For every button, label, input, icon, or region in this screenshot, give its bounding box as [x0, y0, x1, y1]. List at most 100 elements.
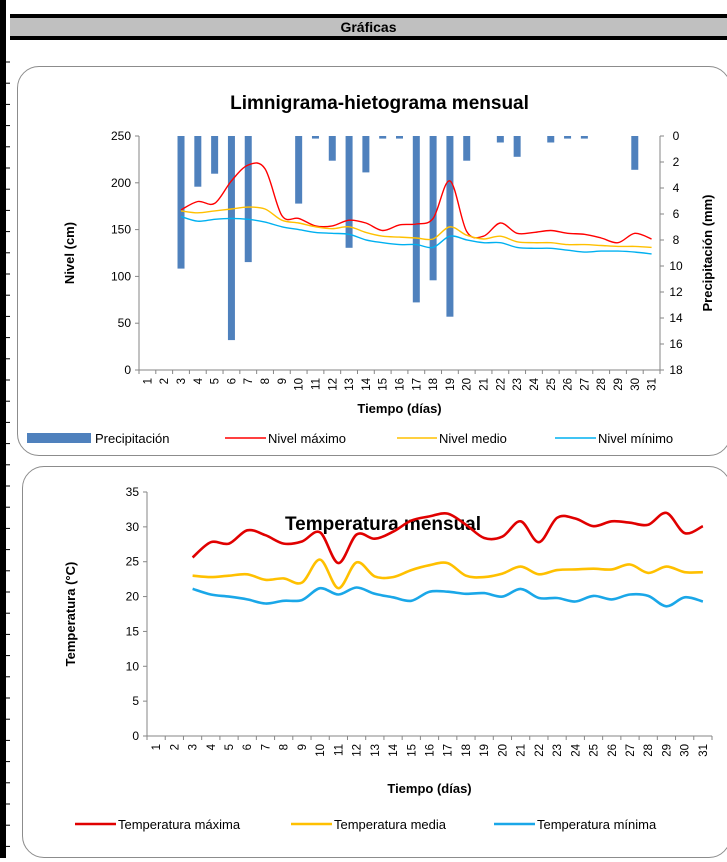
- y-tick-label: 100: [111, 269, 131, 283]
- precipitation-bar: [429, 136, 437, 281]
- precipitation-bar: [547, 136, 555, 143]
- precipitation-bar: [345, 136, 353, 248]
- x-tick-label: 13: [344, 378, 356, 391]
- x-tick-label: 24: [529, 377, 541, 390]
- frame-grid-ticks: [6, 61, 10, 847]
- precipitation-bar: [580, 136, 588, 139]
- y2-tick-label: 16: [669, 337, 683, 351]
- precipitation-bar: [328, 136, 336, 161]
- chart-title: Limnigrama-hietograma mensual: [230, 93, 529, 114]
- x-tick-label: 10: [294, 378, 306, 391]
- temperature-chart-container: Temperatura mensual 0 5 10 15 20 25 30 35 1 2 3 4 5 6 7…: [22, 466, 727, 858]
- precipitation-bar: [177, 136, 185, 269]
- x-tick-label: 30: [630, 378, 642, 391]
- nivel-maximo-line: [180, 162, 652, 244]
- y-tick-label: 0: [132, 729, 139, 743]
- precipitation-bar: [396, 136, 403, 139]
- y-tick-label: 15: [126, 624, 140, 638]
- precipitation-bar: [463, 136, 471, 161]
- x-tick-label: 4: [206, 743, 218, 750]
- x-tick-label: 2: [169, 744, 181, 750]
- x-tick-label: 8: [279, 744, 291, 750]
- temperatura-media-line: [192, 558, 703, 590]
- x-tick-label: 10: [315, 744, 327, 757]
- x-tick-label: 2: [159, 378, 171, 384]
- precipitation-bar: [513, 136, 521, 157]
- x-tick-label: 19: [445, 378, 457, 391]
- section-header-title: Gráficas: [340, 19, 397, 35]
- x-tick-label: 21: [516, 744, 528, 757]
- x-tick-label: 7: [243, 378, 255, 384]
- x-tick-label: 21: [479, 378, 491, 391]
- x-tick-label: 20: [497, 744, 509, 757]
- y-tick-label: 35: [126, 485, 140, 499]
- x-tick-label: 1: [142, 378, 154, 384]
- precipitation-bar: [295, 136, 303, 204]
- precipitation-bar: [496, 136, 504, 143]
- x-tick-label: 22: [495, 378, 507, 391]
- x-tick-label: 12: [352, 744, 364, 757]
- legend-temperatura-minima-label: Temperatura mínima: [537, 817, 657, 832]
- legend-nivel-maximo-label: Nivel máximo: [268, 431, 346, 446]
- x-tick-label: 23: [512, 378, 524, 391]
- x-tick-label: 15: [378, 378, 390, 391]
- y-tick-label: 25: [126, 555, 140, 569]
- y2-tick-label: 0: [673, 129, 680, 143]
- x-tick-label: 9: [297, 744, 309, 750]
- y2-tick-label: 12: [669, 285, 683, 299]
- y2-tick-label: 10: [669, 259, 683, 273]
- y-tick-label: 250: [111, 129, 131, 143]
- nivel-minimo-line: [180, 215, 652, 255]
- x-tick-label: 31: [698, 744, 710, 757]
- precipitation-bar: [631, 136, 639, 170]
- precipitation-bar: [244, 136, 252, 263]
- x-tick-label: 8: [260, 378, 272, 384]
- x-tick-label: 17: [443, 744, 455, 757]
- x-tick-label: 4: [193, 377, 205, 384]
- x-tick-label: 18: [428, 378, 440, 391]
- x-tick-label: 30: [680, 744, 692, 757]
- x-tick-label: 3: [188, 744, 200, 750]
- legend-precipitation-label: Precipitación: [95, 431, 169, 446]
- x-tick-label: 27: [625, 744, 637, 757]
- y-tick-label: 50: [118, 316, 132, 330]
- legend-nivel-minimo-label: Nivel mínimo: [598, 431, 673, 446]
- legend-nivel-medio-label: Nivel medio: [439, 431, 507, 446]
- x-tick-label: 3: [176, 378, 188, 384]
- x-tick-label: 26: [607, 744, 619, 757]
- y-axis-title: Temperatura (°C): [63, 562, 78, 667]
- legend-temperatura-media-label: Temperatura media: [334, 817, 447, 832]
- limnigram-chart: Limnigrama-hietograma mensual 0 50 100 150 2 0…: [27, 93, 715, 446]
- precipitation-bar: [412, 136, 420, 303]
- y-axis-title: Nivel (cm): [62, 222, 77, 284]
- section-header: Gráficas: [10, 14, 727, 40]
- x-tick-label: 5: [210, 378, 222, 384]
- temperatura-maxima-line: [191, 511, 704, 565]
- x-tick-label: 26: [563, 378, 575, 391]
- x-axis-title: Tiempo (días): [387, 781, 471, 796]
- x-tick-label: 24: [570, 743, 582, 756]
- x-tick-label: 6: [226, 378, 238, 384]
- precipitation-bar: [564, 136, 572, 139]
- legend-precipitation-swatch: [27, 433, 91, 443]
- x-tick-label: 23: [552, 744, 564, 757]
- x-tick-label: 17: [411, 378, 423, 391]
- y-tick-label: 5: [132, 694, 139, 708]
- x-tick-label: 11: [310, 378, 322, 390]
- x-tick-label: 27: [579, 378, 591, 391]
- x-tick-label: 16: [425, 744, 437, 757]
- y2-tick-label: 2: [673, 155, 680, 169]
- x-tick-label: 28: [596, 378, 608, 391]
- y-tick-label: 0: [124, 363, 131, 377]
- x-tick-label: 6: [242, 744, 254, 750]
- x-tick-label: 5: [224, 744, 236, 750]
- temperatura-minima-line: [192, 586, 704, 608]
- x-tick-label: 9: [277, 378, 289, 384]
- y-tick-label: 150: [111, 223, 131, 237]
- y-tick-label: 10: [126, 659, 140, 673]
- y-tick-label: 30: [126, 520, 140, 534]
- precipitation-bar: [362, 136, 370, 173]
- precipitation-bar: [379, 136, 387, 139]
- precipitation-bar: [227, 136, 235, 341]
